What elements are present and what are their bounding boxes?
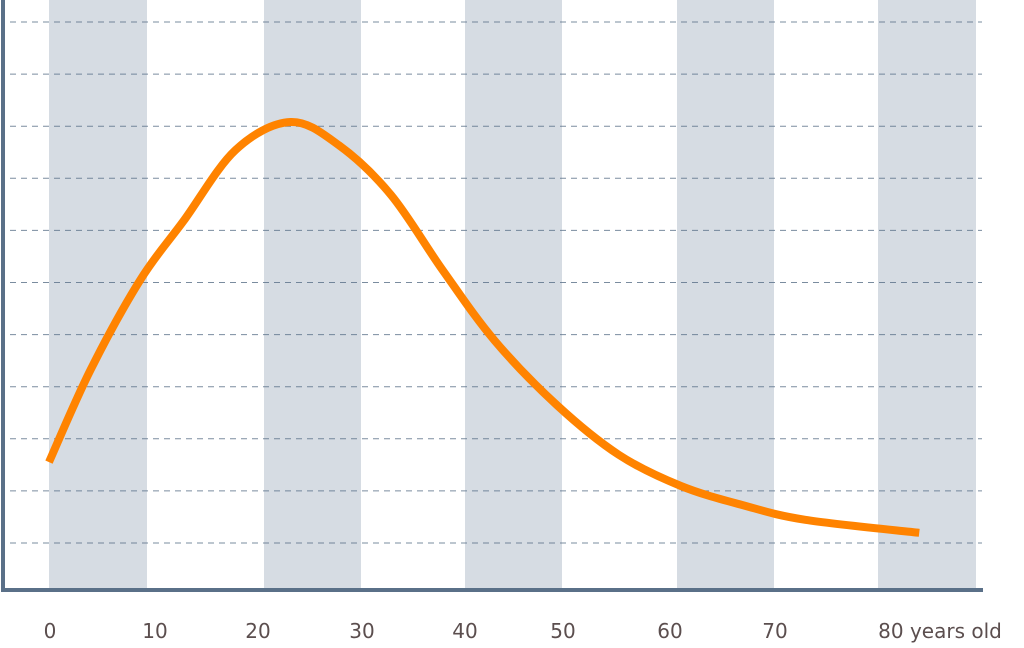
x-tick-label: 10	[142, 619, 167, 643]
x-tick-label: 80 years old	[878, 619, 1002, 643]
x-tick-label: 50	[550, 619, 575, 643]
x-tick-label: 60	[657, 619, 682, 643]
background-band	[465, 0, 562, 590]
x-tick-label: 70	[762, 619, 787, 643]
x-tick-label: 30	[349, 619, 374, 643]
x-tick-label: 40	[452, 619, 477, 643]
background-band	[878, 0, 976, 590]
background-band	[264, 0, 361, 590]
x-tick-label: 0	[44, 619, 57, 643]
series-line	[45, 118, 920, 537]
x-tick-label: 20	[245, 619, 270, 643]
